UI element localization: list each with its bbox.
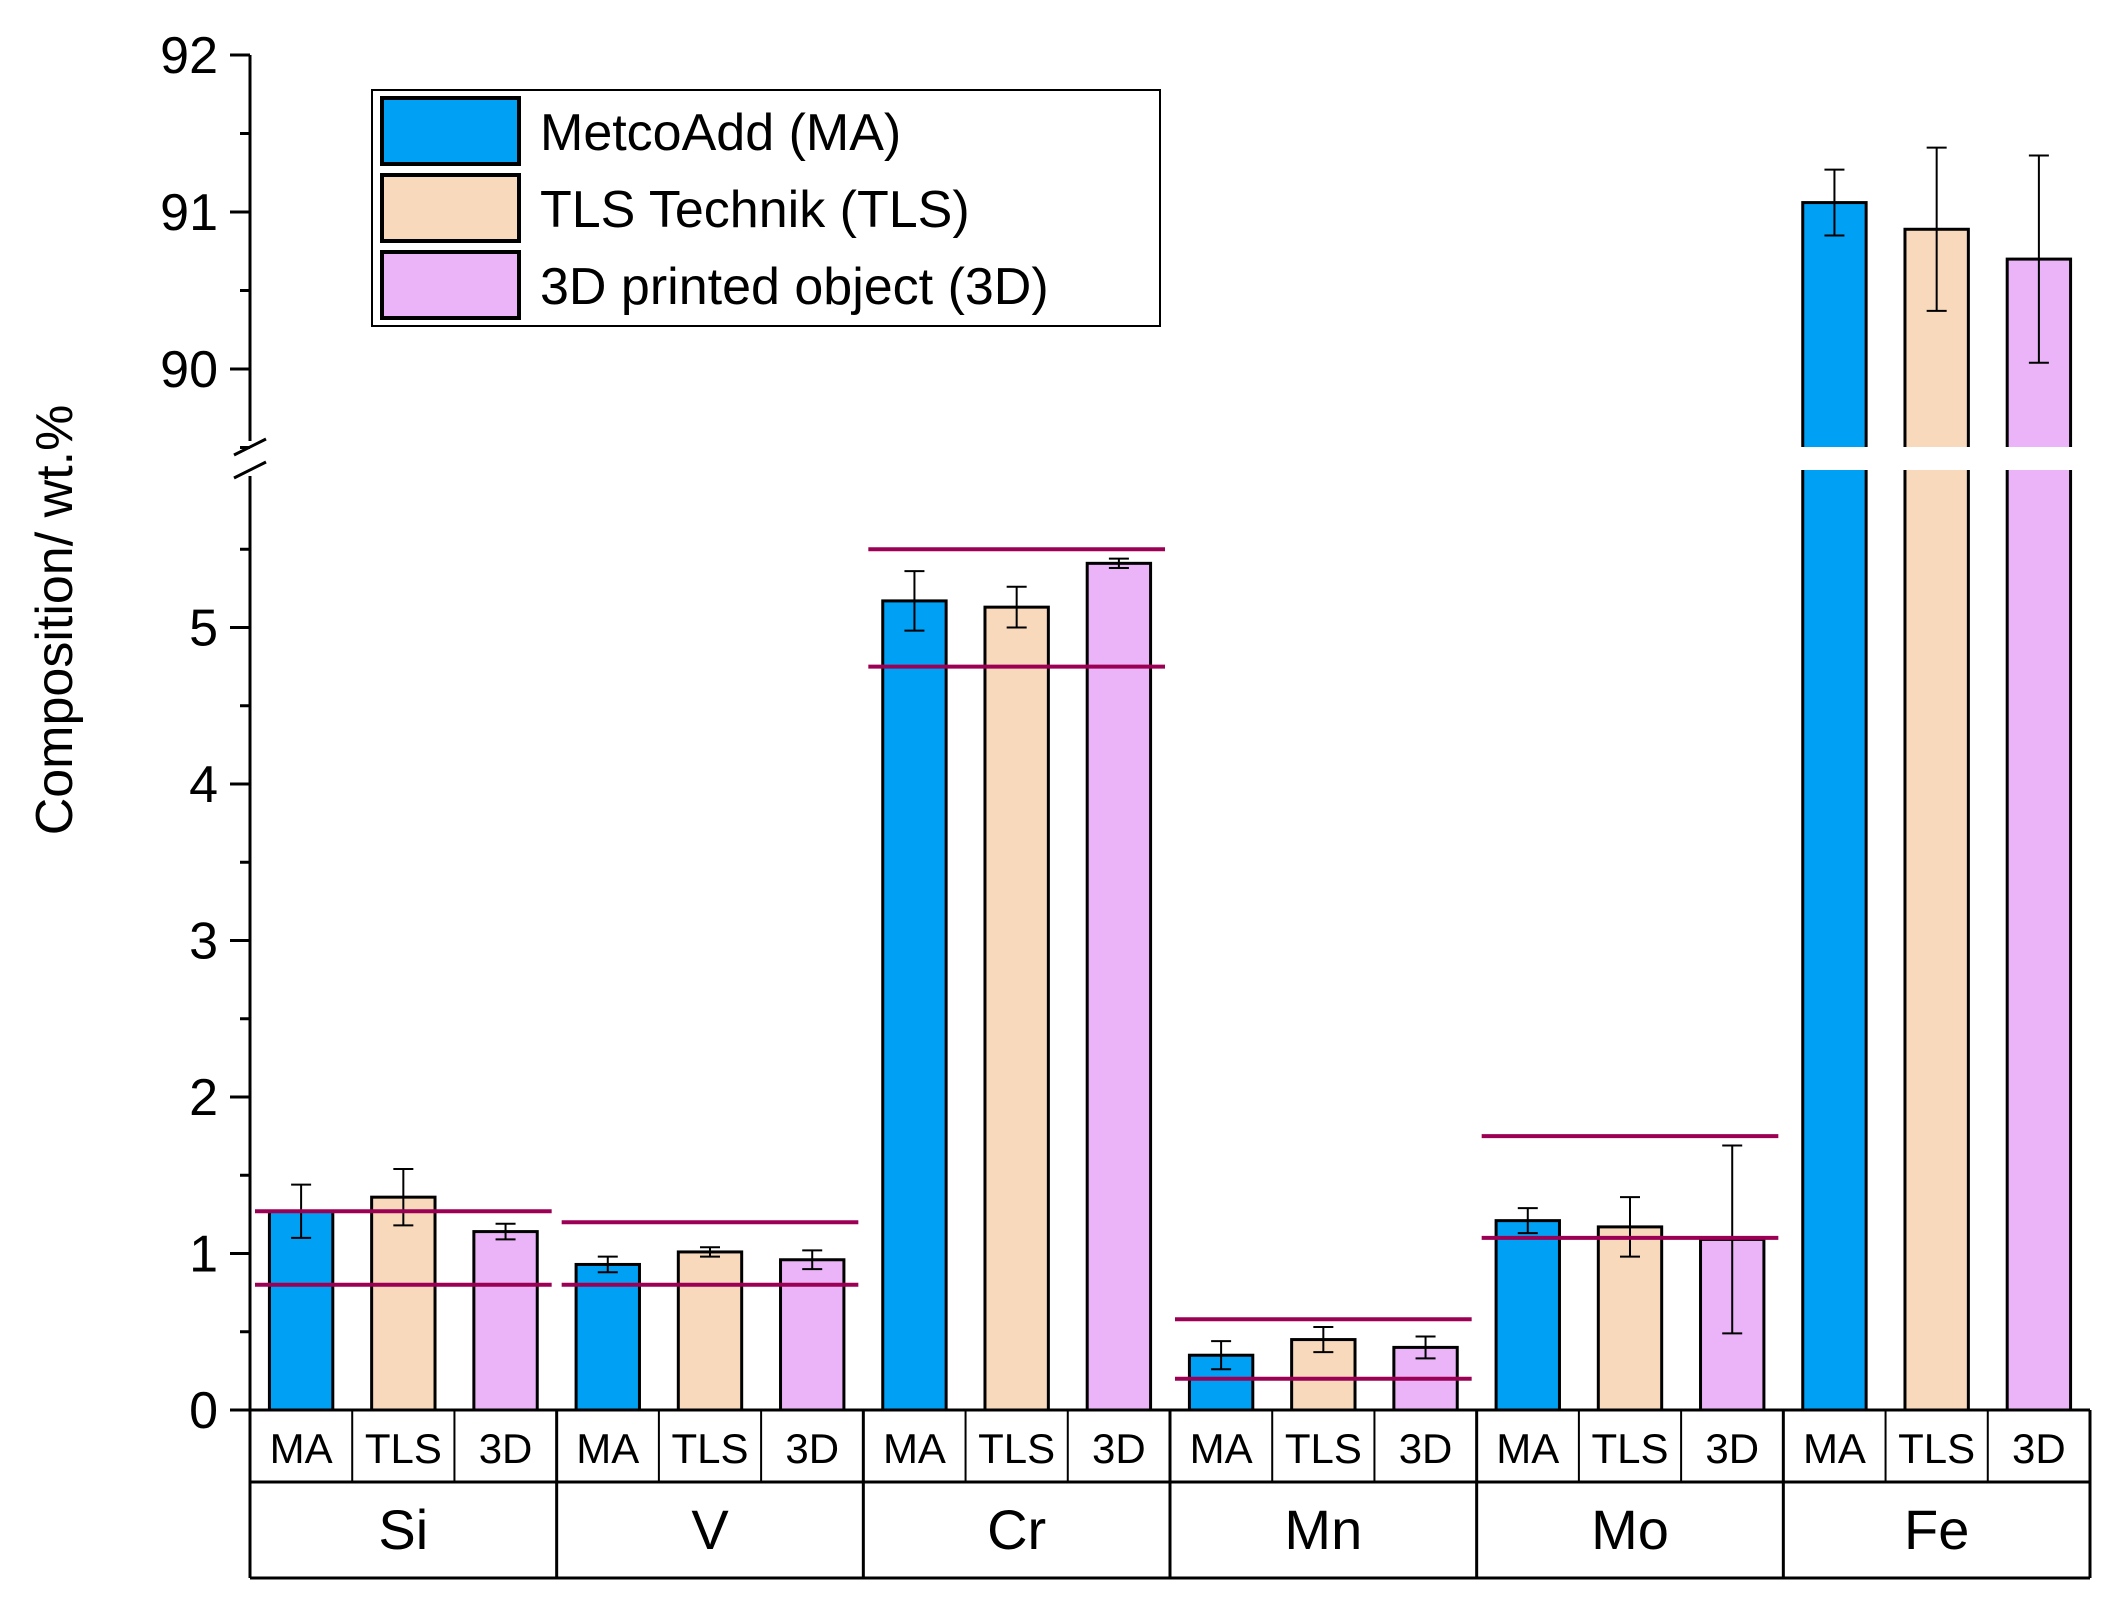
sub-label-si-tls: TLS xyxy=(365,1425,442,1472)
legend-label-3d: 3D printed object (3D) xyxy=(540,258,1049,316)
sub-label-mn-3d: 3D xyxy=(1399,1425,1453,1472)
legend: MetcoAdd (MA) TLS Technik (TLS) 3D print… xyxy=(371,89,1161,327)
axis-break-mark-bottom xyxy=(233,460,267,480)
y-axis-layer: 0 1 2 3 4 5 90 91 92 xyxy=(160,27,267,1440)
group-label-si: Si xyxy=(378,1498,428,1561)
group-label-mo: Mo xyxy=(1591,1498,1669,1561)
bar-si-3d xyxy=(472,1230,539,1412)
sub-label-mo-ma: MA xyxy=(1496,1425,1559,1472)
y-tick-label-1: 1 xyxy=(189,1226,218,1284)
sub-label-fe-3d: 3D xyxy=(2012,1425,2066,1472)
bar-fe-3d xyxy=(2005,257,2073,1412)
bar-si-tls xyxy=(370,1195,437,1412)
bar-break-gap-fe-ma xyxy=(1799,447,1870,470)
sub-label-v-3d: 3D xyxy=(785,1425,839,1472)
sub-label-si-ma: MA xyxy=(270,1425,333,1472)
legend-swatch-tls xyxy=(380,173,521,243)
legend-swatch-3d xyxy=(380,250,521,320)
sub-label-cr-ma: MA xyxy=(883,1425,946,1472)
bar-v-tls xyxy=(676,1250,744,1412)
category-axis-layer: MA TLS 3D Si MA TLS 3D V MA TLS 3D Cr MA TLS 3D Mn MA TLS… xyxy=(248,1408,2092,1580)
sub-label-mn-ma: MA xyxy=(1190,1425,1253,1472)
sub-label-mo-tls: TLS xyxy=(1591,1425,1668,1472)
bar-break-gap-fe-3d xyxy=(2004,447,2074,470)
group-label-v: V xyxy=(691,1498,729,1561)
bar-fe-tls xyxy=(1903,227,1970,1412)
bar-cr-3d xyxy=(1085,561,1153,1412)
sub-label-si-3d: 3D xyxy=(479,1425,533,1472)
legend-label-ma: MetcoAdd (MA) xyxy=(540,104,901,162)
sub-label-mo-3d: 3D xyxy=(1705,1425,1759,1472)
sub-label-fe-tls: TLS xyxy=(1898,1425,1975,1472)
y-tick-label-0: 0 xyxy=(189,1382,218,1440)
sub-label-v-tls: TLS xyxy=(671,1425,748,1472)
bar-si-ma xyxy=(267,1209,335,1412)
y-axis-label: Composition/ wt.% xyxy=(26,405,84,836)
y-tick-label-3: 3 xyxy=(189,913,218,971)
bar-break-gap-fe-tls xyxy=(1901,447,1972,470)
group-label-mn: Mn xyxy=(1284,1498,1362,1561)
group-label-fe: Fe xyxy=(1904,1498,1969,1561)
sub-label-cr-tls: TLS xyxy=(978,1425,1055,1472)
y-tick-label-2: 2 xyxy=(189,1069,218,1127)
y-tick-label-90: 90 xyxy=(160,341,218,399)
bar-cr-ma xyxy=(881,599,948,1412)
bar-v-3d xyxy=(779,1258,846,1412)
limit-lines-layer xyxy=(255,547,1779,1381)
y-tick-label-4: 4 xyxy=(189,756,218,814)
bar-cr-tls xyxy=(983,605,1050,1412)
y-tick-label-5: 5 xyxy=(189,600,218,658)
bar-fe-ma xyxy=(1801,201,1868,1412)
legend-label-tls: TLS Technik (TLS) xyxy=(540,181,970,239)
bar-mo-ma xyxy=(1494,1219,1561,1412)
y-tick-label-92: 92 xyxy=(160,27,218,85)
group-label-cr: Cr xyxy=(987,1498,1046,1561)
sub-label-fe-ma: MA xyxy=(1803,1425,1866,1472)
bars-layer xyxy=(267,146,2074,1412)
y-tick-label-91: 91 xyxy=(160,184,218,242)
sub-label-mn-tls: TLS xyxy=(1285,1425,1362,1472)
sub-label-v-ma: MA xyxy=(576,1425,639,1472)
legend-swatch-ma xyxy=(380,96,521,166)
sub-label-cr-3d: 3D xyxy=(1092,1425,1146,1472)
